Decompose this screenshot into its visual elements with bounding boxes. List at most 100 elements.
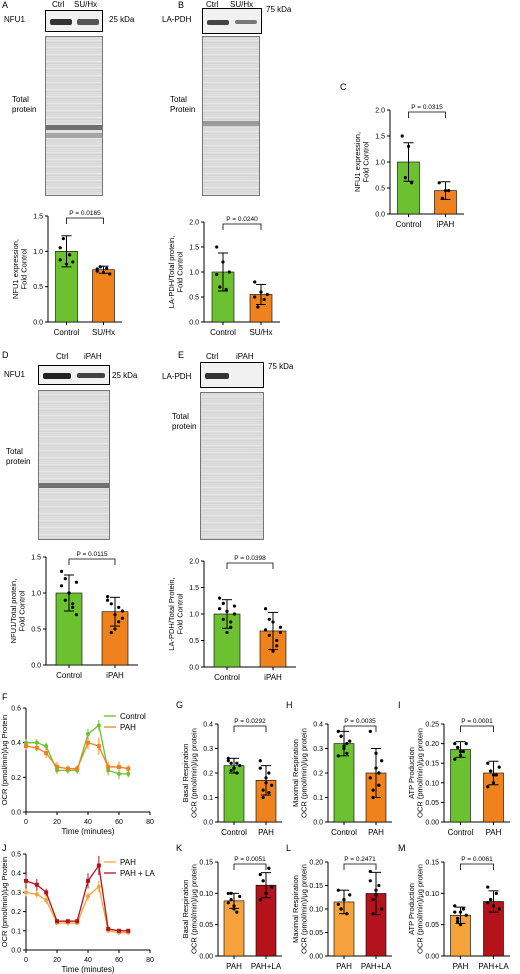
data-point	[74, 613, 79, 617]
series-line	[25, 741, 129, 770]
data-point	[456, 745, 460, 750]
data-point	[437, 181, 441, 185]
chart-d: 0.0 0.5 1.0 1.5 NFU1/Total protein, Fold Cont…	[9, 551, 138, 680]
total-protein-gel	[45, 36, 103, 196]
p-value-label: P = 0.0398	[234, 555, 266, 562]
y-axis-label: OCR (pmol/min)/μg Protein	[0, 715, 9, 806]
data-point	[232, 612, 237, 616]
data-point	[235, 761, 239, 765]
y-axis-label: OCR (pmol/min)/μg protein	[190, 864, 199, 954]
data-point	[263, 607, 268, 611]
data-point	[96, 723, 101, 728]
data-point	[229, 891, 233, 895]
data-point	[443, 189, 448, 193]
data-point	[126, 771, 131, 776]
y-axis-label: Fold Control	[20, 248, 29, 289]
lane-label-ctrl: Ctrl	[56, 352, 69, 361]
lane-label-ctrl: Ctrl	[206, 0, 219, 9]
y-axis-label: Fold Control	[176, 251, 185, 292]
y-tick-label: 0.0	[31, 663, 41, 670]
y-tick-label: 0.05	[425, 922, 439, 929]
chart-m: 0.00 0.05 0.10 0.15 ATP Production OCR (pmol/…	[407, 856, 510, 971]
total-protein-gel	[200, 392, 264, 540]
data-point	[117, 771, 121, 776]
data-point	[86, 894, 90, 899]
data-point	[410, 181, 414, 185]
data-point	[377, 883, 381, 888]
y-tick-label: 1.0	[33, 249, 43, 256]
y-tick-label: 0.0	[33, 320, 43, 327]
y-axis-label: Fold Control	[362, 141, 371, 182]
data-point	[105, 266, 109, 270]
data-point	[368, 869, 372, 873]
data-point	[497, 907, 501, 911]
data-point	[265, 292, 269, 297]
y-axis-label: Basal Respiration	[181, 744, 190, 803]
data-point	[494, 773, 498, 777]
y-axis-label: OCR (pmol/min)/μg protein	[416, 728, 425, 818]
y-tick-label: 0.4	[11, 740, 21, 747]
data-point	[458, 753, 463, 757]
chart-i: 0.00 0.05 0.10 0.15 0.20 0.25 ATP Production OC…	[407, 718, 510, 837]
data-point	[371, 898, 375, 902]
y-tick-label: 2.0	[189, 559, 199, 566]
y-tick-label: 1.0	[31, 591, 41, 598]
x-tick-label: Control	[448, 828, 474, 837]
data-point	[456, 919, 460, 924]
data-point	[258, 872, 262, 877]
data-point	[258, 898, 262, 902]
data-point	[456, 916, 460, 920]
x-tick-label: 40	[84, 819, 92, 826]
y-axis-label: OCR (pmol/min)/μg Protein	[0, 857, 9, 948]
y-axis-label: OCR (pmol/min)/μg protein	[190, 728, 199, 818]
data-point	[270, 783, 274, 787]
panel-label-d: D	[2, 350, 9, 360]
chart-a: 0.0 0.5 1.0 1.5 NFU1 expression, Fold Control…	[11, 210, 122, 337]
data-point	[74, 580, 79, 584]
data-point	[117, 605, 121, 609]
data-point	[229, 898, 233, 902]
p-value-label: P = 0.0051	[234, 856, 266, 863]
data-point	[109, 602, 113, 606]
data-point	[464, 913, 468, 917]
y-tick-label: 0.15	[425, 761, 439, 768]
data-point	[65, 766, 70, 771]
data-point	[58, 246, 62, 250]
data-point	[95, 267, 99, 271]
data-point	[221, 260, 225, 264]
chart-c: 0.0 0.5 1.0 1.5 2.0 NFU1 expression, Fold Cont…	[353, 104, 464, 229]
band-label: NFU1	[4, 370, 25, 379]
data-point	[453, 757, 457, 761]
y-axis-label: NFU1/Total protein,	[9, 579, 18, 644]
data-point	[464, 742, 468, 746]
lane-label-ctrl: Ctrl	[52, 0, 65, 9]
data-point	[336, 902, 340, 906]
data-point	[229, 761, 233, 765]
data-point	[374, 751, 378, 755]
data-point	[86, 740, 90, 745]
y-tick-label: 0.5	[31, 627, 41, 634]
data-point	[96, 884, 101, 889]
data-point	[336, 754, 340, 758]
data-point	[453, 904, 457, 908]
data-point	[258, 766, 262, 770]
data-point	[345, 742, 349, 746]
data-point	[117, 764, 121, 769]
x-tick-label: PAH	[226, 962, 242, 971]
data-point	[453, 910, 457, 914]
significance-bracket	[343, 863, 377, 870]
kda-marker: 75 kDa	[268, 362, 294, 371]
y-axis-label: ATP Production	[407, 747, 416, 799]
data-point	[374, 766, 378, 770]
significance-bracket	[233, 863, 267, 870]
data-point	[453, 742, 457, 746]
data-point	[345, 912, 349, 916]
y-tick-label: 0.5	[375, 186, 385, 193]
data-point	[117, 620, 121, 624]
y-tick-label: 1.5	[189, 585, 199, 592]
data-point	[24, 878, 28, 883]
x-tick-label: Control	[56, 671, 82, 680]
data-point	[126, 928, 131, 933]
